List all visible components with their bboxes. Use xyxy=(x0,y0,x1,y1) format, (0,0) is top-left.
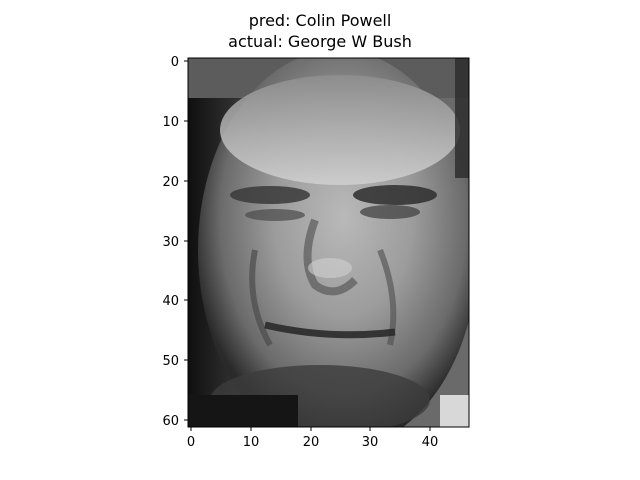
y-axis: 0 10 20 30 40 50 60 xyxy=(162,55,188,429)
y-tick-label: 20 xyxy=(162,175,179,190)
axes-frame xyxy=(187,57,470,428)
y-tick-label: 30 xyxy=(162,235,179,250)
x-tick-label: 20 xyxy=(303,435,320,450)
y-tick-label: 50 xyxy=(162,354,179,369)
x-tick-label: 40 xyxy=(422,435,439,450)
y-tick-label: 0 xyxy=(171,55,179,70)
y-tick-label: 60 xyxy=(162,414,179,429)
y-tick-label: 10 xyxy=(162,115,179,130)
face-image xyxy=(188,58,469,427)
x-tick-label: 0 xyxy=(187,435,195,450)
x-axis: 0 10 20 30 40 xyxy=(187,427,438,450)
figure-title-line-2: actual: George W Bush xyxy=(228,32,412,51)
x-tick-label: 10 xyxy=(243,435,260,450)
figure-title-line-1: pred: Colin Powell xyxy=(248,11,392,30)
y-tick-label: 40 xyxy=(162,294,179,309)
x-tick-label: 30 xyxy=(362,435,379,450)
